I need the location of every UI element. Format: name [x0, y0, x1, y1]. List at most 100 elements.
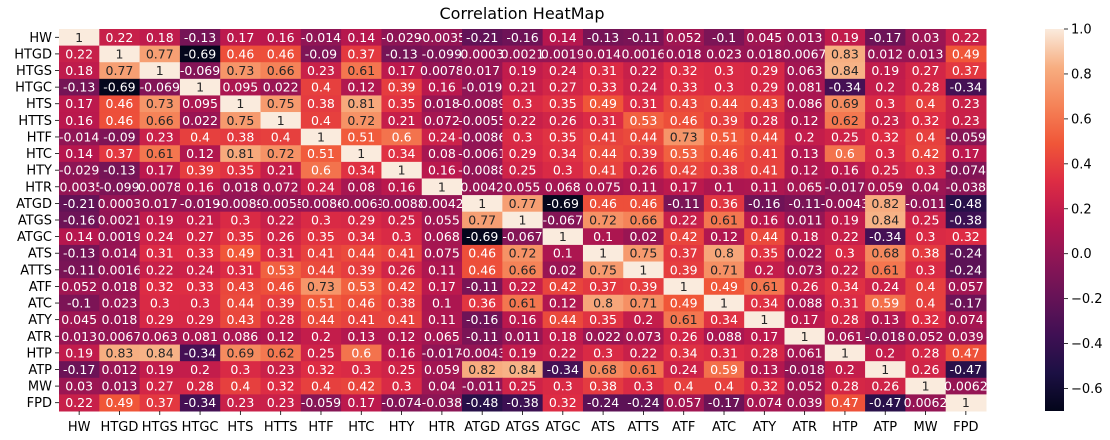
heatmap-cell	[300, 394, 342, 412]
cell-value-label: 0.22	[670, 213, 698, 228]
heatmap-cell	[300, 62, 342, 80]
column-labels: HW HTGD HTGS HTGC HTS HTTS HTF HTC HTY HTR ATGD ATG…	[68, 411, 979, 435]
cell-value-label: 0.28	[750, 113, 778, 128]
heatmap-cell	[99, 278, 141, 296]
heatmap-cell	[260, 112, 302, 130]
cell-value-label: 0.22	[629, 63, 657, 78]
cell-value-label: 0.77	[146, 46, 174, 61]
heatmap-cell	[905, 29, 947, 47]
cell-value-label: 0.73	[670, 129, 698, 144]
cell-value-label: 0.61	[871, 262, 899, 277]
heatmap-cell	[381, 311, 423, 329]
cell-value-label: 0.35	[549, 129, 577, 144]
heatmap-cell	[542, 261, 584, 279]
cell-value-label: 0.82	[468, 362, 496, 377]
cell-value-label: 0.35	[226, 163, 254, 178]
cell-value-label: 0.68	[871, 246, 899, 261]
cell-value-label: 0.014	[102, 246, 138, 261]
heatmap-cell	[663, 178, 705, 196]
cell-value-label: 0.11	[428, 312, 456, 327]
heatmap-cell	[341, 195, 382, 213]
heatmap-cell	[381, 294, 423, 312]
heatmap-cell	[703, 112, 745, 130]
heatmap-cell	[59, 95, 100, 113]
heatmap-cell	[663, 244, 705, 263]
cell-value-label: 0.017	[464, 63, 500, 78]
heatmap-cell	[99, 161, 141, 179]
cell-value-label: 0.17	[388, 63, 416, 78]
heatmap-cell	[502, 294, 544, 312]
heatmap-cell	[703, 344, 745, 362]
cell-value-label: 0.68	[589, 362, 617, 377]
cell-value-label: -0.16	[466, 312, 498, 327]
heatmap-cell	[179, 394, 221, 412]
heatmap-cell	[744, 78, 785, 96]
cell-value-label: 0.34	[710, 312, 738, 327]
heatmap-cell	[582, 78, 624, 96]
heatmap-cell	[381, 195, 423, 213]
heatmap-cell	[945, 361, 987, 379]
cell-value-label: 0.3	[633, 379, 653, 394]
cell-value-label: -0.34	[184, 345, 216, 360]
heatmap-cell	[462, 228, 503, 246]
heatmap-cell	[865, 145, 906, 163]
heatmap-cell	[300, 361, 342, 379]
cell-value-label: -0.34	[950, 80, 982, 95]
column-label: ATTS	[628, 420, 660, 435]
heatmap-cell	[300, 211, 342, 229]
heatmap-cell	[824, 344, 866, 362]
heatmap-cell	[220, 261, 262, 279]
heatmap-cell	[744, 294, 785, 312]
heatmap-cell	[784, 327, 826, 346]
cell-value-label: 0.3	[835, 246, 855, 261]
chart-title: Correlation HeatMap	[439, 4, 604, 23]
cell-value-label: 0.71	[710, 262, 738, 277]
heatmap-cell	[341, 377, 382, 395]
cell-value-label: 0.14	[347, 30, 375, 45]
cell-value-label: 0.095	[182, 96, 218, 111]
cell-value-label: 0.17	[750, 329, 778, 344]
cell-value-label: 0.16	[428, 80, 456, 95]
cell-value-label: 0.23	[307, 63, 335, 78]
cell-value-label: 1	[639, 262, 647, 277]
heatmap-cell	[945, 344, 987, 362]
heatmap-cell	[59, 244, 100, 263]
heatmap-cell	[381, 211, 423, 229]
cell-value-label: 0.19	[831, 213, 859, 228]
cell-value-label: 0.0042	[460, 179, 504, 194]
heatmap-cell	[905, 327, 947, 346]
cell-value-label: 0.22	[831, 262, 859, 277]
heatmap-cell	[623, 261, 665, 279]
column-label: HTC	[348, 420, 374, 435]
heatmap-cell	[220, 377, 262, 395]
cell-value-label: 0.42	[347, 379, 375, 394]
heatmap-cell	[179, 195, 221, 213]
cell-value-label: 0.3	[553, 163, 573, 178]
cell-value-label: 0.28	[912, 80, 940, 95]
cell-value-label: 0.057	[666, 395, 702, 410]
cell-value-label: 0.24	[629, 80, 657, 95]
row-label: ATP	[28, 363, 52, 378]
cell-value-label: 0.3	[392, 379, 412, 394]
heatmap-cell	[824, 228, 866, 246]
heatmap-cell	[744, 95, 785, 113]
heatmap-cell	[623, 344, 665, 362]
heatmap-cell	[865, 344, 906, 362]
heatmap-cell	[300, 178, 342, 196]
cell-value-label: 0.32	[952, 229, 980, 244]
heatmap-cells: 1 0.22 0.18 -0.13 0.17 0.16 -0.014 0.14 -0.029-0…	[55, 29, 988, 412]
heatmap-cell	[502, 394, 544, 412]
row-label: HTGS	[16, 64, 52, 79]
heatmap-cell	[623, 377, 665, 395]
heatmap-cell	[905, 394, 947, 412]
cell-value-label: 0.081	[182, 329, 218, 344]
heatmap-cell	[905, 211, 947, 229]
colorbar	[1045, 29, 1064, 411]
heatmap-cell	[220, 344, 262, 362]
cell-value-label: 0.59	[710, 362, 738, 377]
cell-value-label: -0.48	[950, 196, 982, 211]
heatmap-cell	[381, 62, 423, 80]
heatmap-cell	[502, 311, 544, 329]
heatmap-cell	[865, 95, 906, 113]
cell-value-label: -0.17	[63, 362, 95, 377]
